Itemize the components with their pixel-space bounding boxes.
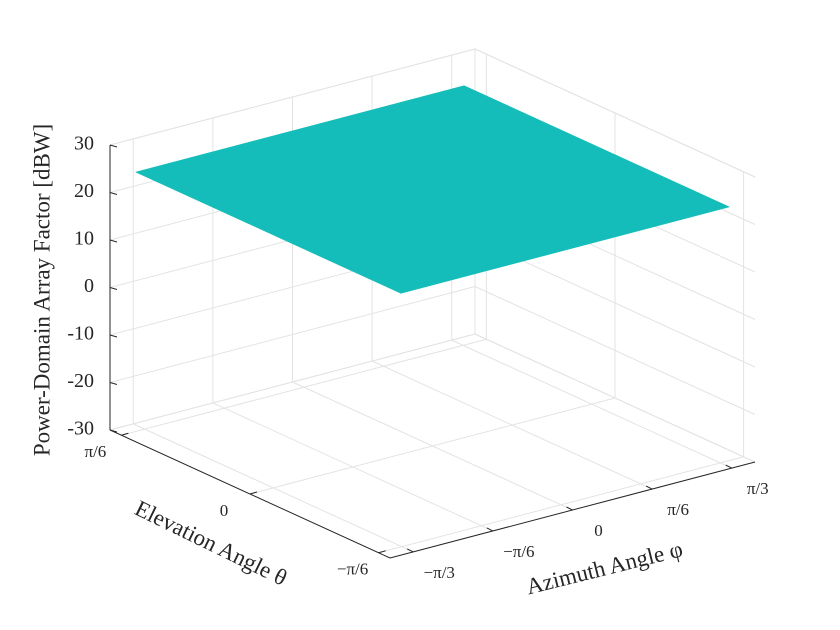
z-tick-label: 20 <box>74 180 94 202</box>
y-tick <box>249 491 258 495</box>
z-tick-label: -20 <box>67 370 94 392</box>
surface-patch <box>134 85 731 294</box>
z-axis-label: Power-Domain Array Factor [dBW] <box>29 124 54 456</box>
grid-line <box>121 338 487 436</box>
y-tick-label: π/6 <box>84 442 106 461</box>
grid-line <box>378 456 744 554</box>
x-tick-label: 0 <box>594 521 603 540</box>
z-tick <box>109 239 118 243</box>
z-tick <box>109 144 118 148</box>
x-tick <box>486 527 494 532</box>
x-tick <box>645 485 653 490</box>
grid-line <box>109 286 476 383</box>
y-tick <box>378 550 386 554</box>
z-tick-label: 10 <box>74 228 94 250</box>
y-tick <box>121 432 129 436</box>
x-tick-label: −π/3 <box>424 563 455 582</box>
x-tick-label: π/6 <box>667 500 689 519</box>
grid-line <box>474 333 756 463</box>
y-axis-label: Elevation Angle θ <box>131 495 291 590</box>
y-tick-label: −π/6 <box>337 560 368 579</box>
z-tick <box>109 192 118 195</box>
z-tick <box>109 429 118 433</box>
x-tick-label: π/3 <box>747 479 769 498</box>
x-tick-label: −π/6 <box>503 542 534 561</box>
y-tick-label: 0 <box>220 501 229 520</box>
x-tick <box>407 548 414 553</box>
grid-line <box>249 397 616 495</box>
z-tick-label: 30 <box>74 133 94 155</box>
x-axis-label: Azimuth Angle φ <box>524 536 685 599</box>
z-tick <box>109 382 118 385</box>
z-tick-label: -30 <box>67 418 94 440</box>
x-tick <box>725 464 732 469</box>
z-tick <box>109 287 118 290</box>
x-tick <box>566 506 573 511</box>
z-tick-label: -10 <box>67 323 94 345</box>
z-tick-label: 0 <box>84 275 94 297</box>
grid-line <box>109 48 476 146</box>
z-tick <box>109 334 118 338</box>
grid-line <box>474 286 756 415</box>
grid-line <box>109 333 476 431</box>
grid-line <box>474 48 756 178</box>
